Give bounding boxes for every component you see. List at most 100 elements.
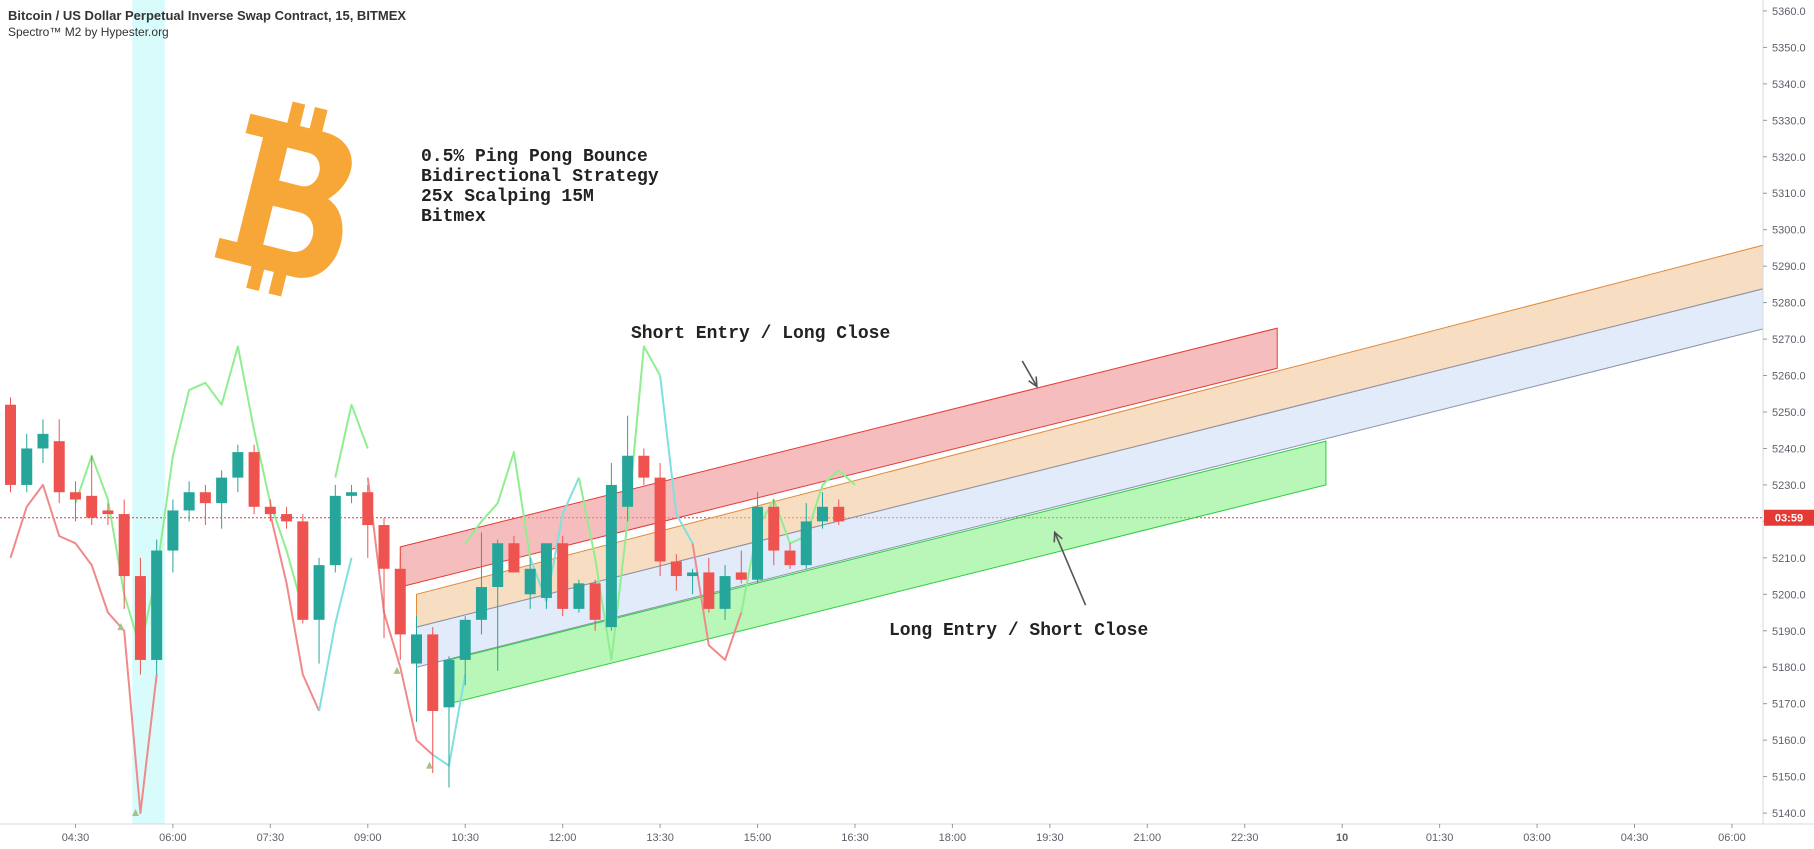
candle-37[interactable] — [605, 463, 617, 631]
candle-24[interactable] — [394, 557, 406, 660]
candle-12[interactable] — [199, 484, 211, 526]
candle-body — [346, 492, 358, 496]
candle-41[interactable] — [670, 554, 682, 591]
candle-22[interactable] — [362, 484, 374, 558]
candle-48[interactable] — [784, 543, 796, 569]
time-tick-label: 15:00 — [744, 832, 772, 844]
candle-38[interactable] — [622, 415, 634, 522]
candle-27[interactable] — [443, 656, 455, 788]
candle-51[interactable] — [833, 499, 845, 526]
signal-marker-3 — [425, 761, 433, 769]
candle-2[interactable] — [37, 419, 49, 464]
time-axis[interactable]: 04:30 06:00 07:30 09:00 10:30 12:00 13:30 15:00… — [0, 823, 1814, 849]
marker-layer — [117, 623, 433, 817]
candle-3[interactable] — [53, 419, 65, 504]
strategy-text-line-2: Bidirectional Strategy — [421, 167, 659, 187]
candle-5[interactable] — [86, 455, 98, 526]
candle-body — [703, 572, 715, 609]
candle-10[interactable] — [167, 499, 179, 573]
candle-9[interactable] — [151, 539, 163, 675]
price-tick-label: 5160.0 — [1772, 735, 1806, 747]
candle-layer[interactable] — [5, 397, 845, 788]
candle-body — [540, 543, 552, 598]
candle-body — [183, 492, 195, 511]
candle-19[interactable] — [313, 557, 325, 664]
candle-13[interactable] — [216, 470, 228, 529]
candle-36[interactable] — [589, 579, 601, 631]
candle-34[interactable] — [557, 535, 569, 617]
price-tick-label: 5140.0 — [1772, 808, 1806, 820]
candle-23[interactable] — [378, 517, 390, 639]
candle-26[interactable] — [427, 627, 439, 773]
candle-1[interactable] — [21, 433, 33, 493]
candle-46[interactable] — [752, 492, 764, 584]
candle-11[interactable] — [183, 481, 195, 522]
candle-25[interactable] — [411, 616, 422, 722]
candle-17[interactable] — [281, 506, 293, 529]
price-tick-label: 5320.0 — [1772, 152, 1806, 164]
candle-body — [719, 576, 731, 609]
long-arrow-head — [1053, 530, 1063, 543]
candle-14[interactable] — [232, 444, 244, 493]
candle-body — [443, 659, 455, 708]
candle-body — [735, 572, 747, 580]
candle-35[interactable] — [573, 579, 585, 613]
candle-0[interactable] — [5, 397, 16, 493]
candle-4[interactable] — [69, 481, 81, 522]
candle-16[interactable] — [264, 499, 276, 522]
time-tick-label: 18:00 — [939, 832, 967, 844]
candle-42[interactable] — [687, 568, 699, 595]
candle-7[interactable] — [118, 499, 130, 609]
candle-28[interactable] — [459, 616, 471, 686]
candle-body — [411, 634, 422, 664]
price-tick-label: 5260.0 — [1772, 371, 1806, 383]
price-axis[interactable]: 5140.0 5150.0 5160.0 5170.0 5180.0 5190.0 5200… — [1762, 0, 1814, 824]
candle-body — [768, 506, 780, 551]
candle-15[interactable] — [248, 444, 260, 515]
candle-18[interactable] — [297, 514, 309, 624]
candle-33[interactable] — [540, 543, 552, 609]
time-tick-label: 16:30 — [841, 832, 869, 844]
candle-8[interactable] — [134, 557, 146, 675]
candle-body — [557, 543, 569, 609]
candle-6[interactable] — [102, 503, 114, 526]
short-arrow — [1021, 360, 1038, 389]
spectro-cyan-c — [529, 477, 580, 603]
bitcoin-logo-icon — [214, 101, 352, 297]
candle-44[interactable] — [719, 565, 731, 620]
candle-body — [427, 634, 439, 711]
candle-body — [752, 506, 764, 580]
candle-body — [248, 452, 260, 507]
time-tick-label: 13:30 — [646, 832, 674, 844]
long-arrow-shaft — [1053, 532, 1087, 606]
spectro-cyan-d — [659, 375, 694, 544]
candle-30[interactable] — [492, 539, 504, 671]
spectro-layer — [9, 345, 856, 815]
candle-39[interactable] — [638, 448, 650, 485]
candle-31[interactable] — [508, 535, 520, 573]
spectro-red-a — [9, 483, 158, 815]
chart-header: Bitcoin / US Dollar Perpetual Inverse Sw… — [8, 7, 406, 41]
candle-40[interactable] — [654, 463, 666, 577]
candle-47[interactable] — [768, 499, 780, 566]
candle-32[interactable] — [524, 557, 536, 609]
spectro-red-b — [269, 513, 321, 712]
symbol-title: Bitcoin / US Dollar Perpetual Inverse Sw… — [8, 8, 407, 23]
candle-49[interactable] — [800, 503, 812, 569]
candle-43[interactable] — [703, 557, 715, 613]
candle-45[interactable] — [735, 550, 747, 584]
candle-body — [86, 495, 98, 518]
price-tick-label: 5150.0 — [1772, 772, 1806, 784]
candle-20[interactable] — [329, 484, 341, 573]
time-tick-label: 12:00 — [549, 832, 577, 844]
candle-body — [134, 576, 146, 660]
candle-body — [216, 477, 228, 504]
spectro-red-d — [691, 543, 743, 661]
candle-50[interactable] — [817, 492, 828, 529]
candle-21[interactable] — [346, 484, 358, 504]
candle-body — [21, 448, 33, 485]
candle-29[interactable] — [475, 532, 487, 635]
candle-body — [37, 433, 49, 449]
